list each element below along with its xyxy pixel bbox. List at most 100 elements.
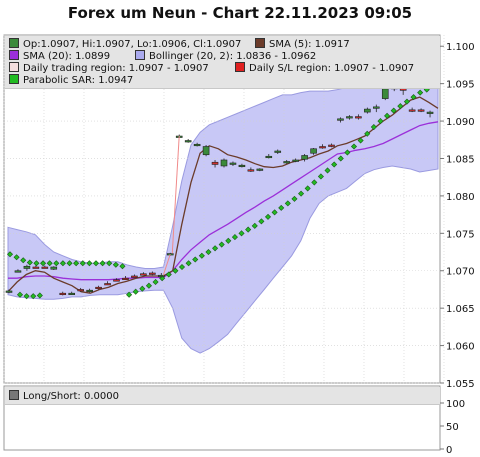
sar-point bbox=[377, 118, 384, 125]
legend-item: Bollinger (20, 2): 1.0836 - 1.0962 bbox=[135, 50, 316, 63]
sar-point bbox=[86, 260, 93, 267]
sar-point bbox=[344, 149, 351, 156]
candle bbox=[32, 265, 40, 269]
candle bbox=[14, 269, 22, 273]
legend-text: Parabolic SAR: 1.0947 bbox=[23, 75, 134, 86]
sar-point bbox=[364, 130, 371, 137]
sar-point bbox=[284, 200, 291, 207]
legend-text: SMA (5): 1.0917 bbox=[269, 39, 350, 50]
main-legend: Op:1.0907, Hi:1.0907, Lo:1.0906, Cl:1.09… bbox=[5, 36, 440, 89]
sar-point bbox=[126, 291, 133, 298]
candle bbox=[122, 275, 129, 281]
candle bbox=[184, 139, 192, 143]
sar-point bbox=[331, 161, 338, 168]
sar-point bbox=[53, 260, 60, 267]
candle bbox=[301, 153, 308, 162]
candle bbox=[328, 143, 335, 148]
candle bbox=[426, 110, 434, 118]
sar-point bbox=[185, 260, 192, 267]
bollinger-band bbox=[7, 71, 439, 354]
candle bbox=[95, 285, 102, 290]
sar-point bbox=[370, 124, 377, 131]
sar-point bbox=[350, 143, 358, 150]
sar-point bbox=[59, 260, 66, 267]
sar-point bbox=[291, 195, 298, 202]
sub-legend: Long/Short: 0.0000 bbox=[5, 387, 440, 405]
sar-point bbox=[192, 256, 199, 263]
sar-point bbox=[79, 260, 86, 267]
candle bbox=[381, 87, 389, 101]
candle bbox=[346, 115, 353, 120]
legend-swatch bbox=[135, 50, 145, 60]
legend-item: Parabolic SAR: 1.0947 bbox=[9, 74, 133, 87]
candle bbox=[283, 159, 291, 164]
candle bbox=[104, 281, 111, 286]
sar-point bbox=[317, 173, 324, 180]
candle bbox=[140, 272, 147, 276]
sar-point bbox=[251, 222, 258, 229]
candle bbox=[220, 158, 228, 168]
sar-point bbox=[324, 167, 331, 174]
legend-text: Daily trading region: 1.0907 - 1.0907 bbox=[23, 63, 209, 74]
sar-point bbox=[410, 94, 417, 101]
candle bbox=[202, 145, 210, 157]
y-tick-label: 1.065 bbox=[446, 304, 475, 315]
sar-point bbox=[40, 260, 47, 267]
sar-point bbox=[384, 112, 391, 119]
sar-point bbox=[264, 213, 272, 220]
sar-point bbox=[298, 190, 305, 197]
candle bbox=[86, 288, 93, 293]
gap-connector bbox=[171, 136, 180, 254]
y-tick-label: 1.080 bbox=[446, 192, 475, 203]
candle bbox=[59, 291, 67, 296]
sar-point bbox=[225, 237, 232, 244]
sar-point bbox=[132, 288, 139, 295]
candle bbox=[292, 158, 299, 163]
sar-point bbox=[30, 293, 37, 300]
candle bbox=[256, 168, 264, 172]
y-tick-label: 1.075 bbox=[446, 229, 475, 240]
candle bbox=[157, 272, 165, 278]
candle bbox=[5, 289, 13, 294]
candle bbox=[337, 117, 344, 123]
sar-point bbox=[198, 252, 205, 259]
legend-swatch bbox=[9, 50, 19, 60]
y-tick-label: 1.100 bbox=[446, 42, 475, 53]
candle bbox=[265, 153, 273, 159]
sar-point bbox=[66, 260, 73, 267]
sar-point bbox=[238, 230, 245, 237]
candle bbox=[319, 144, 326, 149]
sar-point bbox=[165, 271, 172, 278]
sar-point bbox=[231, 234, 238, 241]
sar-point bbox=[13, 254, 20, 261]
candle bbox=[77, 287, 84, 292]
candle bbox=[372, 104, 380, 113]
sar-point bbox=[139, 285, 146, 292]
sub-y-axis: 100 50 0 bbox=[440, 399, 465, 456]
candle bbox=[238, 163, 246, 168]
sar-point bbox=[23, 293, 30, 300]
sma20-line bbox=[8, 121, 439, 281]
grid-layer bbox=[3, 35, 445, 384]
candle bbox=[149, 271, 156, 276]
sar-point bbox=[145, 282, 152, 289]
sar-point bbox=[218, 241, 225, 248]
candle bbox=[247, 167, 255, 172]
candle bbox=[113, 278, 120, 282]
sar-point bbox=[205, 249, 212, 256]
candle bbox=[211, 159, 219, 168]
sub-y-tick-label: 50 bbox=[446, 422, 459, 433]
candle bbox=[417, 108, 425, 113]
candle bbox=[50, 266, 58, 270]
main-y-axis: 1.100 1.095 1.090 1.085 1.080 1.075 1.070 1.065… bbox=[440, 42, 475, 390]
sar-point bbox=[112, 261, 119, 268]
gap-connector bbox=[162, 254, 171, 276]
sar-point bbox=[390, 107, 397, 114]
legend-swatch bbox=[9, 74, 19, 84]
sar-point bbox=[258, 218, 265, 225]
candle bbox=[310, 148, 317, 155]
sma20-layer bbox=[8, 121, 439, 281]
sar-point bbox=[245, 226, 252, 233]
legend-text: Bollinger (20, 2): 1.0836 - 1.0962 bbox=[149, 51, 317, 62]
